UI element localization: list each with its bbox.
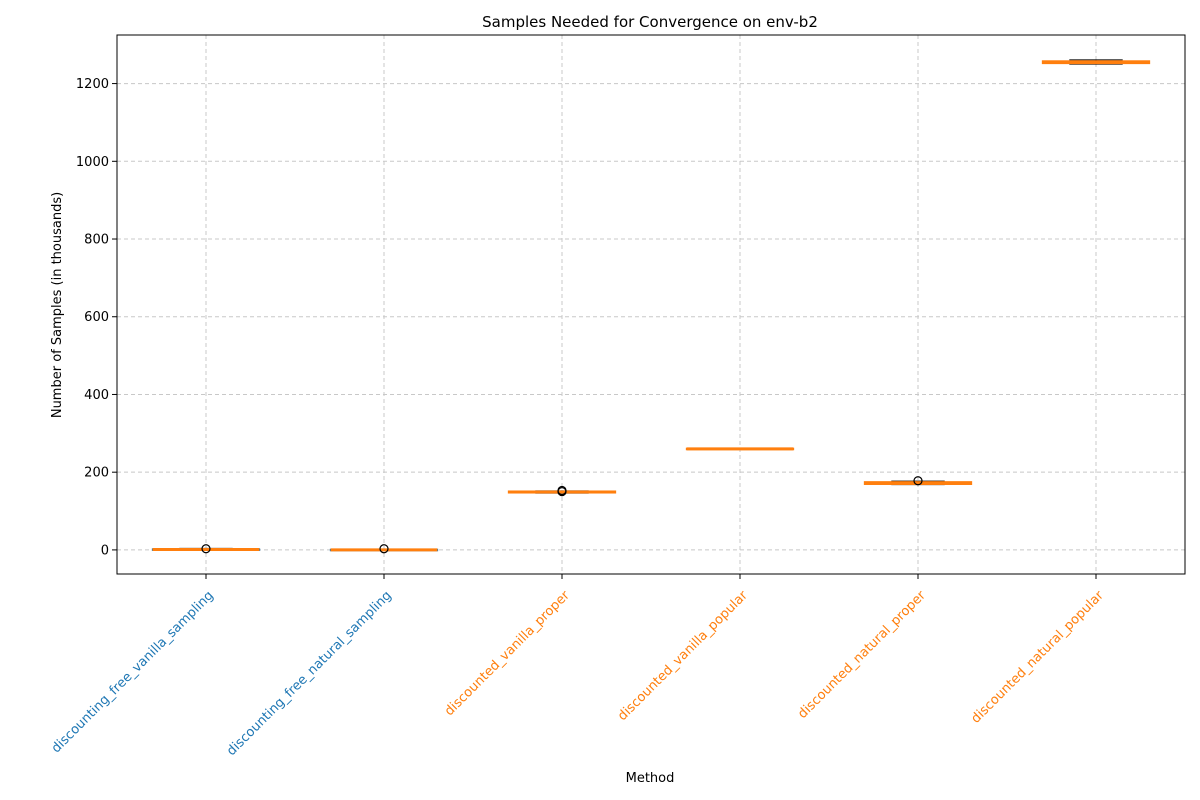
box-discounted_vanilla_popular	[685, 447, 795, 451]
box-discounted_natural_proper	[863, 476, 973, 486]
outlier-point	[913, 476, 923, 486]
outlier-point	[379, 544, 389, 554]
y-tick-label: 0	[101, 543, 109, 558]
boxes	[151, 59, 1151, 554]
y-axis-label: Number of Samples (in thousands)	[50, 192, 65, 418]
y-tick-label: 600	[84, 310, 109, 325]
y-tick-label: 400	[84, 388, 109, 403]
y-tick-label: 1200	[76, 77, 109, 92]
box-discounting_free_vanilla_sampling	[151, 544, 261, 554]
outlier-point	[201, 544, 211, 554]
plot-frame	[116, 34, 1186, 575]
grid-lines	[117, 35, 1185, 574]
box-discounted_natural_popular	[1041, 59, 1151, 65]
y-axis-ticks: 0 200 400 600 800 1000 1200	[76, 77, 117, 558]
box-discounted_vanilla_proper	[507, 485, 617, 497]
x-axis-label: Method	[626, 771, 675, 786]
chart-title: Samples Needed for Convergence on env-b2	[482, 13, 818, 31]
outlier-point	[557, 487, 567, 497]
y-tick-label: 1000	[76, 155, 109, 170]
y-tick-label: 200	[84, 466, 109, 481]
box-discounting_free_natural_sampling	[329, 544, 439, 554]
y-tick-label: 800	[84, 233, 109, 248]
